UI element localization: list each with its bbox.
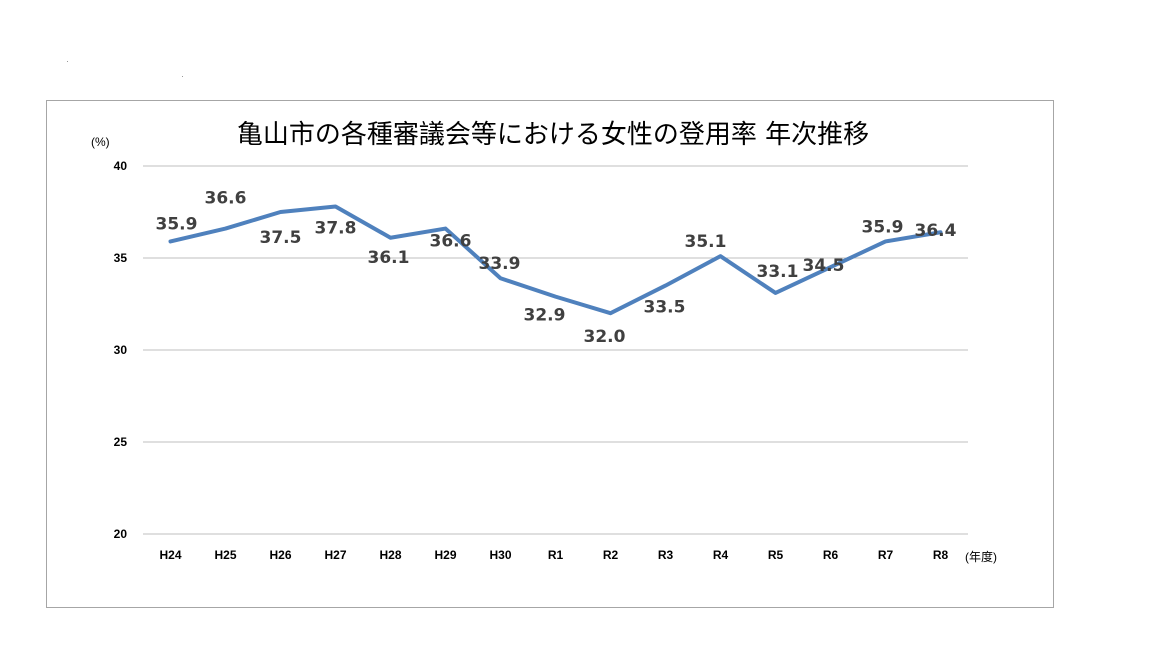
data-label: 36.1 [368,248,410,268]
data-labels: 35.9 36.6 37.5 37.8 36.1 36.6 33.9 32.9 32.0 33.5… [156,189,957,348]
data-label: 35.1 [685,232,727,252]
x-tick-label: H27 [324,548,346,562]
data-label: 34.5 [803,256,845,276]
line-chart: 20 25 30 35 40 H24 H25 H26 H27 H28 H29 H30 R1 R2 R3 R4… [91,120,997,564]
x-tick-label: H29 [434,548,456,562]
x-axis-unit: (年度) [965,549,997,564]
x-tick-label: H24 [159,548,181,562]
x-tick-label: R5 [768,548,784,562]
data-label: 36.6 [205,189,247,209]
y-tick-label: 35 [114,251,128,265]
x-tick-label: R2 [603,548,619,562]
data-label: 37.8 [315,218,357,238]
y-tick-label: 20 [114,527,128,541]
data-label: 35.9 [156,214,198,234]
data-label: 32.9 [524,306,566,326]
data-label: 33.5 [644,298,686,318]
stray-dot-1 [67,61,68,62]
x-tick-label: H25 [214,548,236,562]
data-label: 32.0 [584,327,626,347]
y-axis-ticks: 20 25 30 35 40 [114,159,128,541]
y-tick-label: 25 [114,435,128,449]
data-label: 37.5 [260,228,302,248]
x-tick-label: R8 [933,548,949,562]
data-label: 33.1 [757,262,799,282]
data-label: 35.9 [862,217,904,237]
stray-dot-2 [182,76,183,77]
x-tick-label: H28 [379,548,401,562]
y-tick-label: 30 [114,343,128,357]
x-tick-label: R6 [823,548,839,562]
gridlines [143,165,968,535]
y-tick-label: 40 [114,159,128,173]
chart-frame: 20 25 30 35 40 H24 H25 H26 H27 H28 H29 H30 R1 R2 R3 R4… [46,100,1054,608]
x-tick-label: H26 [269,548,291,562]
x-tick-label: H30 [489,548,511,562]
y-axis-unit: (%) [91,135,110,149]
series-line [168,204,943,316]
x-axis-ticks: H24 H25 H26 H27 H28 H29 H30 R1 R2 R3 R4 R5 R6 R7 R8 [159,548,948,562]
data-label: 36.6 [430,232,472,252]
x-tick-label: R4 [713,548,729,562]
data-label: 33.9 [479,254,521,274]
x-tick-label: R3 [658,548,674,562]
x-tick-label: R7 [878,548,894,562]
data-label: 36.4 [915,221,957,241]
x-tick-label: R1 [548,548,564,562]
chart-title: 亀山市の各種審議会等における女性の登用率 年次推移 [237,120,869,150]
series-layer [168,204,943,316]
